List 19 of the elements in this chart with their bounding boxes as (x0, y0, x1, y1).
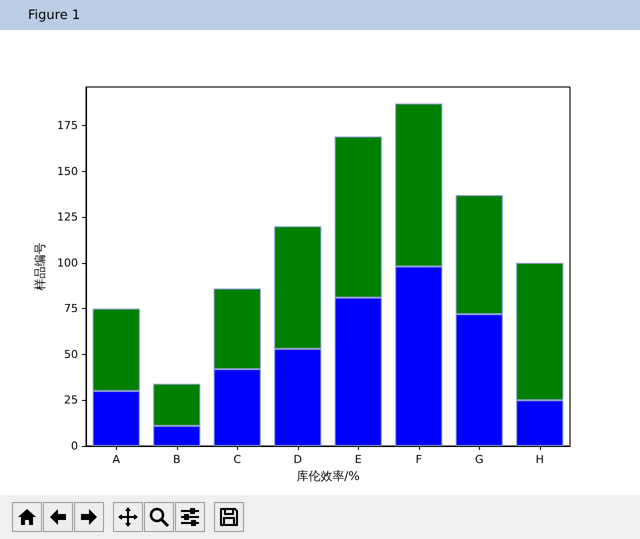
x-tick-label: B (172, 453, 181, 466)
x-tick-label: D (294, 453, 302, 466)
x-tick-label: H (536, 453, 544, 466)
x-tick-label: G (474, 453, 484, 466)
y-tick-label: 150 (57, 164, 78, 178)
x-tick-label: F (416, 453, 422, 466)
x-tick-label: E (354, 453, 362, 466)
y-tick-label: 50 (64, 348, 78, 361)
y-tick-label: 25 (64, 394, 78, 407)
x-axis-title: 库伦效率/% (296, 468, 360, 483)
caption: Figure 1 (28, 8, 80, 22)
x-tick-label: A (112, 453, 120, 466)
y-tick-label: 125 (57, 210, 78, 224)
y-tick-label: 75 (64, 302, 78, 316)
y-axis-title: 样品编号 (33, 242, 48, 290)
y-tick-label: 100 (57, 256, 78, 270)
y-tick-label: 0 (71, 440, 78, 452)
x-tick-label: C (233, 453, 242, 466)
y-tick-label: 175 (57, 118, 78, 132)
